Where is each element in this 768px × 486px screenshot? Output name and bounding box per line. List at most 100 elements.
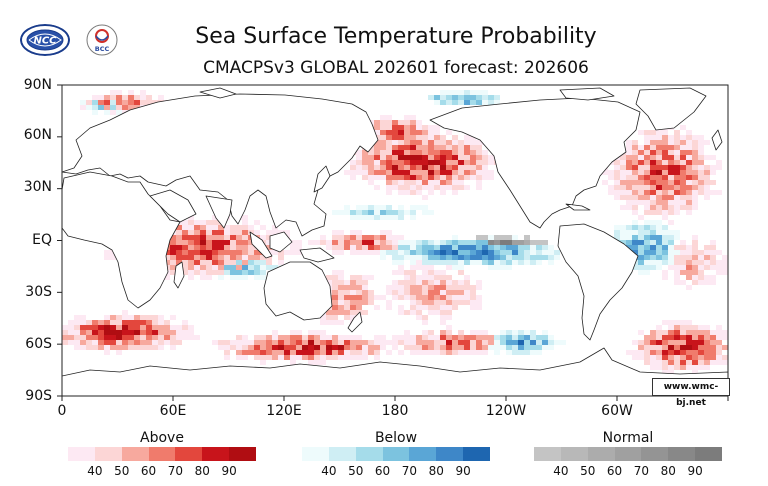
probability-cell (650, 220, 656, 225)
probability-cell (656, 185, 662, 190)
probability-cell (362, 250, 368, 255)
probability-cell (632, 180, 638, 185)
probability-cell (650, 360, 656, 365)
probability-cell (686, 140, 692, 145)
probability-cell (638, 165, 644, 170)
probability-cell (482, 95, 488, 100)
probability-cell (530, 250, 536, 255)
probability-cell (110, 110, 116, 115)
probability-cell (434, 300, 440, 305)
probability-cell (668, 150, 674, 155)
probability-cell (404, 240, 410, 245)
probability-cell (212, 250, 218, 255)
y-label-90n: 90N (23, 77, 52, 93)
probability-cell (698, 265, 704, 270)
probability-cell (200, 270, 206, 275)
probability-cell (488, 100, 494, 105)
probability-cell (296, 335, 302, 340)
probability-cell (446, 180, 452, 185)
probability-cell (644, 205, 650, 210)
probability-cell (458, 280, 464, 285)
probability-cell (404, 245, 410, 250)
legend-below-tick: 60 (374, 464, 391, 478)
probability-cell (380, 345, 386, 350)
probability-cell (680, 190, 686, 195)
probability-cell (434, 240, 440, 245)
probability-cell (212, 340, 218, 345)
probability-cell (698, 190, 704, 195)
probability-cell (602, 180, 608, 185)
probability-cell (404, 290, 410, 295)
probability-cell (410, 180, 416, 185)
probability-cell (206, 255, 212, 260)
probability-cell (368, 175, 374, 180)
probability-cell (530, 340, 536, 345)
probability-cell (692, 185, 698, 190)
probability-cell (440, 100, 446, 105)
probability-cell (200, 220, 206, 225)
probability-cell (398, 290, 404, 295)
probability-cell (668, 260, 674, 265)
probability-cell (680, 350, 686, 355)
probability-cell (656, 180, 662, 185)
probability-cell (446, 340, 452, 345)
probability-cell (614, 165, 620, 170)
probability-cell (656, 155, 662, 160)
probability-cell (164, 320, 170, 325)
probability-cell (356, 345, 362, 350)
probability-cell (626, 180, 632, 185)
probability-cell (218, 230, 224, 235)
probability-cell (716, 355, 722, 360)
probability-cell (644, 140, 650, 145)
probability-cell (668, 140, 674, 145)
probability-cell (446, 335, 452, 340)
probability-cell (680, 135, 686, 140)
probability-cell (182, 220, 188, 225)
probability-cell (650, 170, 656, 175)
probability-cell (656, 145, 662, 150)
probability-cell (164, 335, 170, 340)
probability-cell (668, 220, 674, 225)
probability-cell (434, 100, 440, 105)
land-sumatra (249, 231, 273, 259)
probability-cell (416, 170, 422, 175)
probability-cell (284, 340, 290, 345)
probability-cell (692, 335, 698, 340)
probability-cell (248, 255, 254, 260)
probability-cell (686, 345, 692, 350)
probability-cell (398, 135, 404, 140)
probability-cell (242, 240, 248, 245)
probability-cell (116, 345, 122, 350)
probability-cell (410, 280, 416, 285)
probability-cell (350, 335, 356, 340)
probability-cell (326, 275, 332, 280)
probability-cell (392, 345, 398, 350)
probability-cell (698, 170, 704, 175)
probability-cell (434, 290, 440, 295)
probability-cell (428, 270, 434, 275)
probability-cell (686, 355, 692, 360)
probability-cell (632, 165, 638, 170)
probability-cell (692, 135, 698, 140)
probability-cell (638, 145, 644, 150)
probability-cell (326, 340, 332, 345)
probability-cell (662, 235, 668, 240)
probability-cell (500, 245, 506, 250)
probability-cell (644, 145, 650, 150)
probability-cell (458, 145, 464, 150)
probability-cell (500, 335, 506, 340)
probability-cell (254, 255, 260, 260)
probability-cell (422, 275, 428, 280)
probability-cell (692, 365, 698, 370)
probability-cell (110, 90, 116, 95)
probability-cell (260, 265, 266, 270)
probability-cell (140, 95, 146, 100)
probability-cell (392, 285, 398, 290)
probability-cell (422, 240, 428, 245)
probability-cell (398, 235, 404, 240)
probability-cell (536, 335, 542, 340)
probability-cell (332, 290, 338, 295)
probability-cell (428, 190, 434, 195)
probability-cell (206, 220, 212, 225)
probability-cell (674, 325, 680, 330)
